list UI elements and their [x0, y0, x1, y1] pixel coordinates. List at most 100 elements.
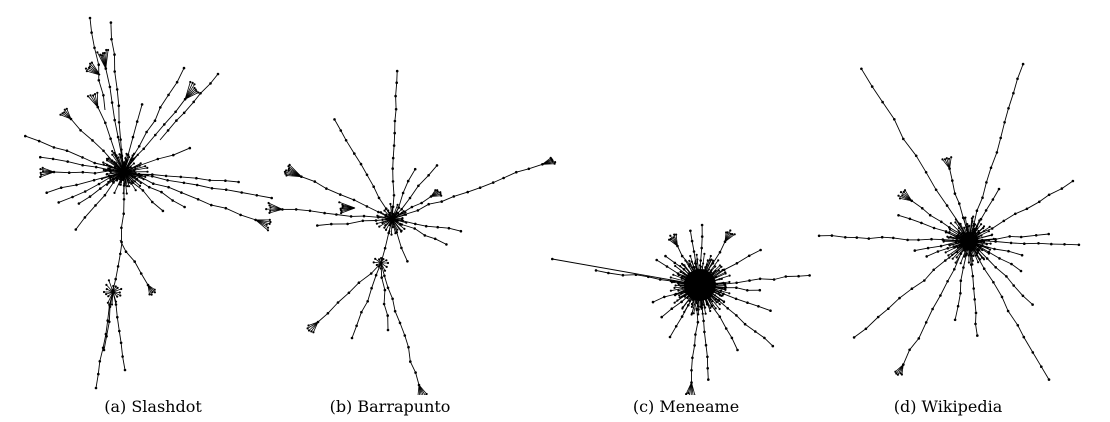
- graph-edge: [957, 293, 961, 307]
- graph-edge: [225, 180, 239, 183]
- graph-node: [385, 265, 388, 268]
- graph-node: [705, 263, 709, 266]
- graph-node: [88, 16, 92, 20]
- graph-edge: [122, 356, 126, 371]
- graph-edge: [968, 240, 979, 250]
- graph-node: [375, 222, 378, 225]
- graph-node: [684, 281, 688, 284]
- graph-edge: [712, 251, 721, 264]
- graph-edge: [724, 233, 735, 243]
- graph-edge: [437, 226, 449, 229]
- graph-edge: [139, 173, 153, 177]
- graph-edge: [153, 183, 169, 188]
- graph-edge: [375, 262, 382, 276]
- graph-node: [683, 264, 686, 267]
- graph-edge: [152, 201, 164, 212]
- graph-node: [716, 283, 719, 286]
- graph-edge: [98, 176, 112, 185]
- graph-meneame: [551, 223, 811, 395]
- graph-edge: [317, 312, 329, 323]
- graph-node: [340, 212, 343, 215]
- graph-node: [112, 284, 115, 288]
- graph-edge: [374, 258, 382, 264]
- graph-edge: [969, 253, 972, 265]
- graph-node: [84, 67, 88, 70]
- graph-node: [106, 159, 109, 162]
- graph-edge: [992, 188, 1000, 200]
- graph-node: [672, 273, 675, 276]
- graph-edge: [226, 189, 242, 193]
- graph-edge: [353, 153, 362, 165]
- graph-edge: [166, 175, 181, 178]
- graph-edge: [411, 202, 422, 208]
- graph-edge: [973, 288, 976, 300]
- graph-edge: [923, 269, 935, 281]
- graph-edge: [947, 245, 960, 249]
- graph-edge: [736, 315, 746, 325]
- graph-node: [188, 146, 192, 150]
- graph-edge: [111, 160, 125, 173]
- graph-node: [189, 80, 192, 84]
- graph-edge: [132, 182, 144, 191]
- graph-edge: [66, 150, 83, 158]
- graph-node: [660, 315, 663, 319]
- graph-edge: [999, 257, 1012, 265]
- graph-node: [678, 294, 681, 297]
- graph-edge: [723, 262, 738, 271]
- graph-edge: [418, 174, 429, 187]
- graph-node: [681, 277, 684, 280]
- graph-edge: [1013, 285, 1024, 297]
- graph-node: [700, 223, 704, 227]
- graph-edge: [448, 227, 462, 232]
- graph-node: [107, 295, 110, 298]
- graph-edge: [91, 62, 101, 76]
- graph-node: [695, 253, 698, 256]
- graph-edge: [96, 166, 111, 171]
- graph-node: [977, 261, 980, 264]
- graph-edge: [681, 304, 689, 317]
- graph-node: [981, 256, 984, 259]
- graph-node: [105, 173, 108, 176]
- graph-node: [714, 265, 717, 268]
- graph-edge: [898, 214, 911, 220]
- graph-edge: [95, 194, 106, 206]
- graph-edge: [968, 230, 976, 242]
- graph-edge: [968, 240, 983, 246]
- graph-edge: [108, 280, 114, 293]
- graph-edge: [674, 262, 685, 270]
- graph-node: [333, 118, 336, 121]
- graph-node: [953, 318, 957, 322]
- graph-edge: [904, 189, 913, 202]
- graph-edge: [962, 217, 968, 230]
- graph-node: [380, 257, 383, 260]
- graph-edge: [268, 202, 283, 210]
- graph-edge: [940, 241, 957, 247]
- graph-edge: [865, 316, 879, 330]
- graph-edge: [675, 288, 688, 295]
- graph-node: [689, 229, 692, 233]
- graph-edge: [705, 345, 708, 357]
- graph-edge: [696, 308, 699, 323]
- graph-edge: [736, 287, 748, 291]
- graph-edge: [308, 321, 319, 326]
- graph-node: [401, 217, 404, 220]
- graph-edge: [184, 81, 191, 100]
- graph-edge: [414, 228, 426, 236]
- graph-edge: [719, 316, 727, 329]
- graph-edge: [373, 262, 382, 264]
- graph-node: [94, 386, 98, 390]
- graph-edge: [949, 168, 953, 181]
- graph-edge: [110, 171, 125, 178]
- graph-edge: [959, 240, 970, 247]
- graph-edge: [378, 211, 393, 220]
- graph-edge: [136, 104, 143, 122]
- graph-edge: [53, 158, 68, 163]
- graph-node: [265, 223, 268, 226]
- graph-edge: [479, 182, 494, 189]
- graph-edge: [417, 384, 420, 395]
- graph-edge: [949, 227, 960, 234]
- graph-edge: [123, 171, 140, 175]
- graph-edge: [142, 190, 153, 203]
- graph-edge: [112, 291, 120, 293]
